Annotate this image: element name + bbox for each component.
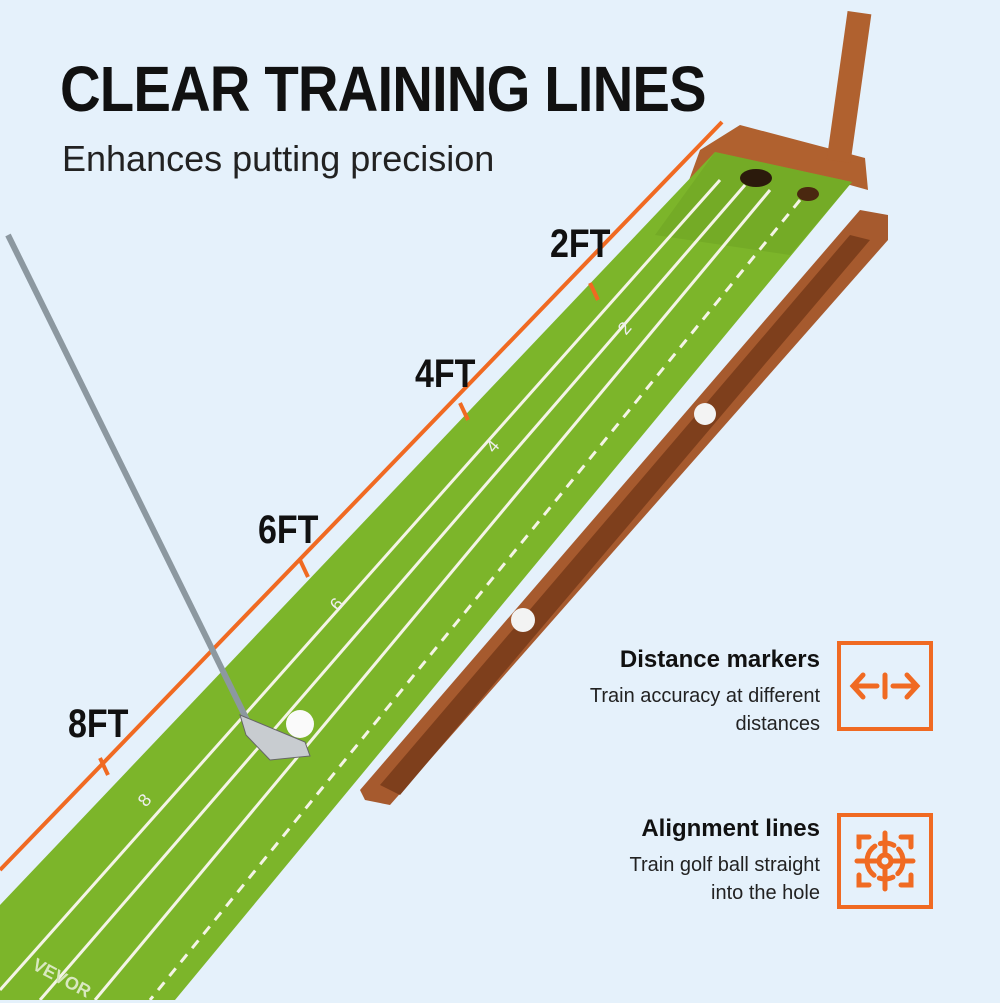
feature-title: Distance markers	[619, 646, 820, 673]
alignment-lines	[0, 179, 802, 1000]
distance-label-2ft: 2FT	[550, 222, 611, 266]
feature-desc-line: Train accuracy at different	[589, 685, 820, 707]
target-crosshair-icon	[837, 813, 933, 909]
distance-label-4ft: 4FT	[415, 352, 476, 396]
golf-club-head	[239, 714, 311, 761]
hole	[740, 169, 772, 187]
mat-shade	[655, 152, 852, 255]
feature-title: Alignment lines	[641, 815, 820, 842]
feature-desc-line: into the hole	[711, 882, 820, 904]
distance-arrows-icon	[837, 641, 933, 731]
distance-label-8ft: 8FT	[68, 702, 129, 746]
feature-distance-markers: Distance markers Train accuracy at diffe…	[590, 646, 820, 738]
page-subtitle: Enhances putting precision	[62, 138, 495, 179]
rail-ball-bottom	[511, 608, 535, 632]
feature-alignment-lines: Alignment lines Train golf ball straight…	[630, 815, 820, 907]
green-putting-mat	[0, 152, 852, 1000]
feature-desc-line: distances	[735, 713, 821, 735]
golf-ball	[286, 710, 314, 738]
distance-line	[0, 120, 724, 872]
page-title: CLEAR TRAINING LINES	[60, 53, 707, 125]
rail-ball-top	[694, 403, 716, 425]
flag-post	[826, 10, 872, 163]
wood-rail-channel	[380, 235, 870, 795]
golf-club-shaft	[5, 233, 251, 724]
small-hole	[797, 187, 819, 201]
distance-label-6ft: 6FT	[258, 508, 319, 552]
feature-desc-line: Train golf ball straight	[629, 854, 820, 876]
